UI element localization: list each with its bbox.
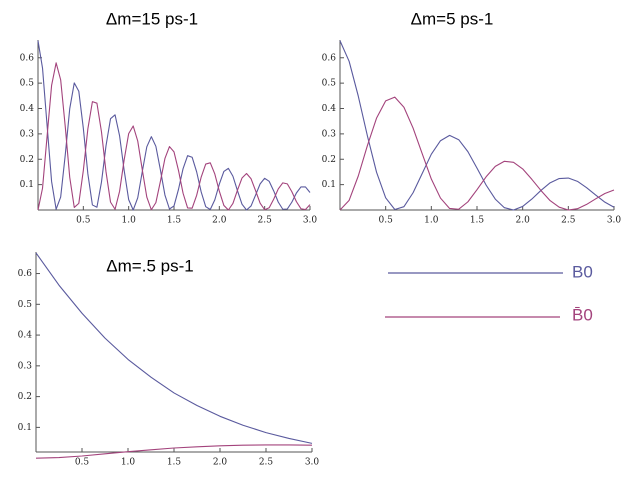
x-tick-label: 3.0: [305, 458, 320, 468]
x-tick-label: 2.0: [213, 458, 228, 468]
x-tick-label: 1.5: [167, 216, 182, 226]
x-tick-label: 2.0: [212, 216, 227, 226]
y-tick-label: 0.5: [18, 300, 33, 310]
y-tick-label: 0.1: [322, 180, 336, 190]
y-tick-label: 0.4: [322, 104, 337, 114]
x-tick-label: 1.5: [167, 458, 182, 468]
y-tick-label: 0.1: [18, 423, 32, 433]
y-tick-label: 0.6: [18, 269, 33, 279]
x-tick-label: 0.5: [379, 216, 394, 226]
x-tick-label: 2.5: [259, 458, 274, 468]
y-tick-label: 0.4: [18, 331, 33, 341]
x-tick-label: 3.0: [303, 216, 318, 226]
y-tick-label: 0.6: [20, 53, 35, 63]
legend-label: B̄0: [572, 305, 593, 324]
data-line: [37, 62, 311, 211]
data-line: [339, 40, 615, 211]
y-tick-label: 0.2: [20, 155, 34, 165]
data-line: [37, 40, 311, 211]
y-tick-label: 0.1: [20, 180, 34, 190]
x-tick-label: 1.0: [424, 216, 439, 226]
y-tick-label: 0.6: [322, 53, 337, 63]
x-tick-label: 0.5: [76, 216, 91, 226]
y-tick-label: 0.3: [322, 129, 337, 139]
y-tick-label: 0.5: [20, 79, 35, 89]
x-tick-label: 2.5: [561, 216, 576, 226]
x-tick-label: 1.0: [121, 458, 136, 468]
x-tick-label: 2.5: [258, 216, 273, 226]
x-tick-label: 1.5: [470, 216, 485, 226]
x-tick-label: 1.0: [122, 216, 137, 226]
x-tick-label: 3.0: [607, 216, 622, 226]
x-tick-label: 0.5: [75, 458, 90, 468]
x-tick-label: 2.0: [516, 216, 531, 226]
data-line: [35, 252, 313, 444]
chart-title: Δm=.5 ps-1: [106, 256, 193, 275]
chart-title: Δm=15 ps-1: [106, 9, 198, 28]
chart-title: Δm=5 ps-1: [411, 9, 494, 28]
y-tick-label: 0.3: [20, 129, 35, 139]
y-tick-label: 0.2: [18, 392, 32, 402]
y-tick-label: 0.4: [20, 104, 35, 114]
y-tick-label: 0.2: [322, 155, 336, 165]
data-line: [339, 96, 615, 211]
legend-label: B0: [572, 262, 593, 281]
y-tick-label: 0.5: [322, 79, 337, 89]
data-line: [35, 444, 313, 459]
y-tick-label: 0.3: [18, 361, 33, 371]
